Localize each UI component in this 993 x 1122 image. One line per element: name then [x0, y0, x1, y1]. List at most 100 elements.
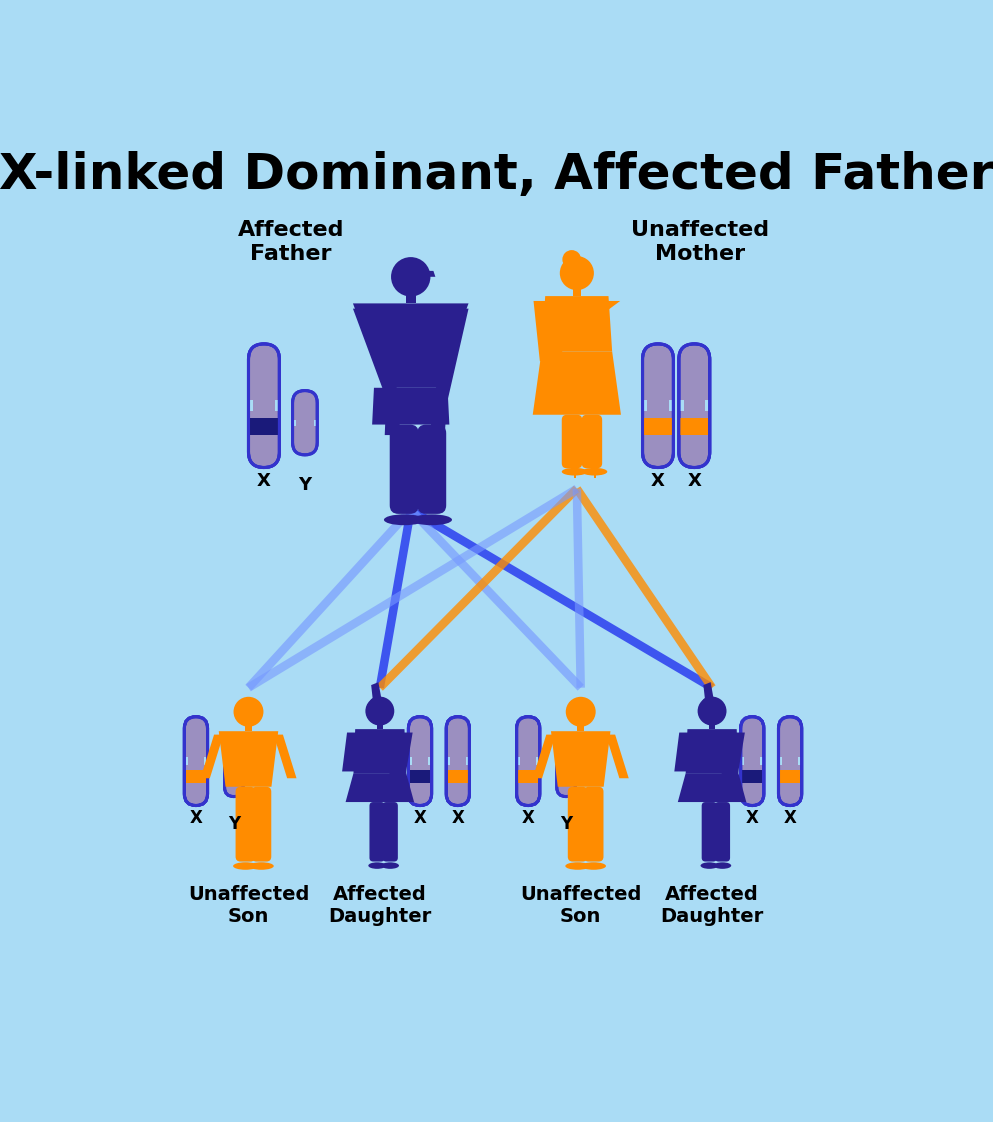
Polygon shape: [394, 270, 435, 277]
FancyBboxPatch shape: [516, 717, 540, 806]
Polygon shape: [721, 733, 745, 776]
Polygon shape: [551, 732, 611, 787]
FancyBboxPatch shape: [389, 424, 419, 514]
Text: X-linked Dominant, Affected Father: X-linked Dominant, Affected Father: [0, 151, 993, 200]
Ellipse shape: [562, 468, 587, 476]
Bar: [275, 401, 280, 412]
Circle shape: [562, 250, 581, 269]
Bar: [515, 757, 520, 765]
Polygon shape: [674, 733, 695, 772]
FancyBboxPatch shape: [779, 717, 801, 806]
Polygon shape: [273, 735, 297, 779]
Text: X: X: [746, 809, 759, 827]
Polygon shape: [245, 507, 414, 690]
Ellipse shape: [581, 863, 606, 870]
FancyBboxPatch shape: [293, 390, 317, 454]
Polygon shape: [384, 398, 400, 435]
Text: Unaffected
Mother: Unaffected Mother: [632, 220, 770, 264]
Text: X: X: [651, 472, 665, 490]
Bar: [573, 772, 576, 775]
Bar: [223, 772, 227, 775]
Bar: [250, 419, 278, 435]
FancyBboxPatch shape: [702, 802, 717, 862]
Bar: [594, 468, 596, 478]
FancyBboxPatch shape: [557, 751, 575, 797]
Polygon shape: [354, 729, 406, 773]
Polygon shape: [408, 506, 714, 691]
Polygon shape: [376, 486, 580, 691]
Text: Affected
Father: Affected Father: [237, 220, 345, 264]
Bar: [184, 757, 188, 765]
Bar: [186, 770, 206, 783]
Polygon shape: [372, 388, 450, 424]
Polygon shape: [532, 351, 621, 415]
Bar: [446, 757, 450, 765]
FancyBboxPatch shape: [251, 787, 271, 862]
Ellipse shape: [368, 863, 386, 868]
Bar: [240, 772, 244, 775]
Polygon shape: [201, 735, 223, 779]
Text: X: X: [521, 809, 534, 827]
FancyBboxPatch shape: [369, 802, 384, 862]
Polygon shape: [678, 773, 747, 802]
Text: X: X: [257, 472, 271, 490]
FancyBboxPatch shape: [741, 717, 764, 806]
FancyBboxPatch shape: [446, 717, 470, 806]
Polygon shape: [703, 682, 714, 698]
Polygon shape: [573, 489, 585, 688]
Ellipse shape: [700, 863, 718, 868]
Ellipse shape: [369, 697, 387, 708]
Text: Unaffected
Son: Unaffected Son: [188, 885, 309, 926]
Bar: [678, 401, 683, 412]
Bar: [448, 770, 468, 783]
FancyBboxPatch shape: [582, 415, 602, 468]
Polygon shape: [606, 735, 629, 779]
Ellipse shape: [565, 863, 590, 870]
Circle shape: [698, 697, 727, 726]
FancyBboxPatch shape: [408, 717, 432, 806]
Text: Affected
Daughter: Affected Daughter: [660, 885, 764, 926]
Polygon shape: [353, 303, 469, 388]
Polygon shape: [246, 485, 579, 691]
Polygon shape: [573, 486, 716, 690]
Bar: [780, 770, 800, 783]
Ellipse shape: [381, 863, 399, 868]
Bar: [410, 770, 430, 783]
Ellipse shape: [384, 514, 424, 525]
Ellipse shape: [411, 514, 452, 525]
Bar: [556, 772, 559, 775]
Bar: [205, 757, 209, 765]
Polygon shape: [533, 301, 563, 361]
Polygon shape: [532, 735, 556, 779]
Circle shape: [365, 697, 394, 726]
FancyBboxPatch shape: [584, 787, 604, 862]
Bar: [709, 724, 715, 729]
Polygon shape: [343, 733, 363, 772]
FancyBboxPatch shape: [417, 424, 446, 514]
Bar: [798, 757, 802, 765]
Bar: [644, 419, 672, 435]
Bar: [668, 401, 674, 412]
Bar: [680, 419, 708, 435]
Ellipse shape: [702, 697, 719, 708]
Text: Affected
Daughter: Affected Daughter: [329, 885, 432, 926]
Bar: [518, 770, 538, 783]
FancyBboxPatch shape: [248, 344, 279, 468]
Text: Unaffected
Son: Unaffected Son: [520, 885, 641, 926]
Circle shape: [233, 697, 263, 727]
Bar: [641, 401, 647, 412]
Bar: [740, 757, 744, 765]
Ellipse shape: [233, 863, 258, 870]
Text: X: X: [413, 809, 426, 827]
Polygon shape: [553, 301, 621, 342]
FancyBboxPatch shape: [568, 787, 588, 862]
Polygon shape: [686, 729, 739, 773]
Text: X: X: [190, 809, 203, 827]
Bar: [778, 757, 781, 765]
Polygon shape: [541, 296, 612, 351]
FancyBboxPatch shape: [562, 415, 582, 468]
Bar: [742, 770, 763, 783]
FancyBboxPatch shape: [642, 344, 673, 468]
FancyBboxPatch shape: [715, 802, 730, 862]
FancyBboxPatch shape: [235, 787, 255, 862]
